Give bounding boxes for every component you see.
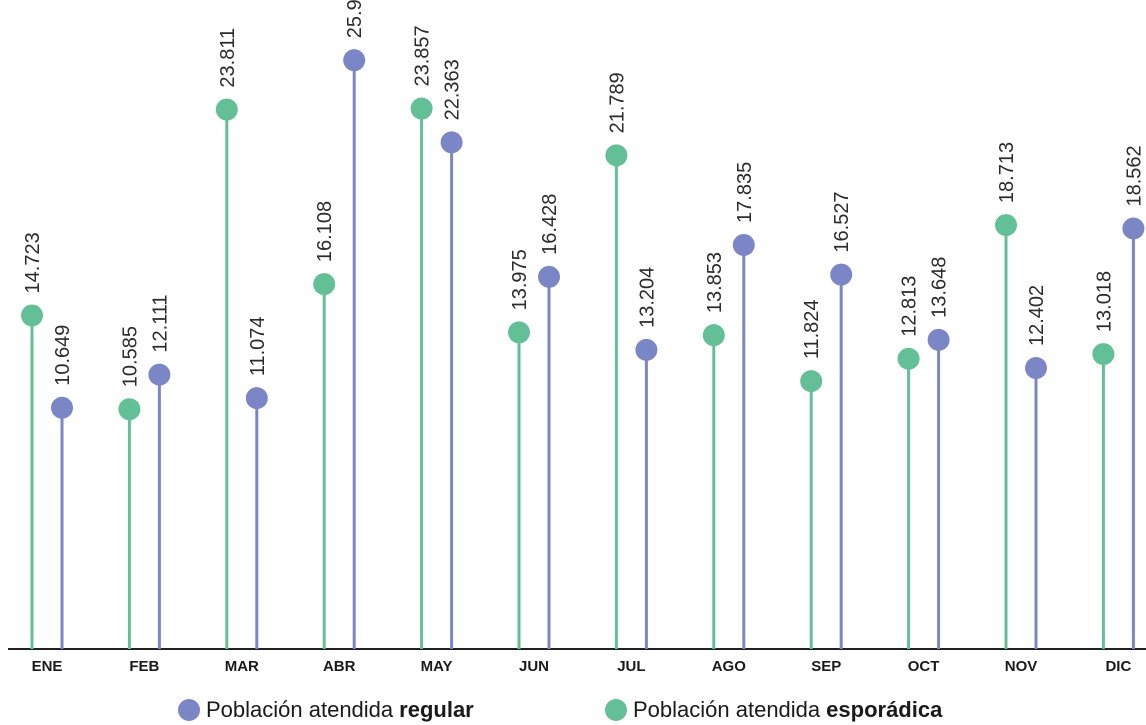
value-label-regular-ago: 17.835 xyxy=(734,162,756,223)
value-label-esporadica-oct: 12.813 xyxy=(899,276,921,337)
point-regular-feb xyxy=(148,363,171,386)
value-label-esporadica-ago: 13.853 xyxy=(704,252,726,313)
value-label-esporadica-jul: 21.789 xyxy=(606,72,628,133)
month-label-oct: OCT xyxy=(908,658,940,675)
point-regular-may xyxy=(440,131,463,154)
value-label-esporadica-feb: 10.585 xyxy=(119,326,141,387)
point-esporadica-nov xyxy=(995,214,1017,237)
point-regular-jun xyxy=(538,265,560,288)
value-label-regular-ene: 10.649 xyxy=(52,325,74,386)
month-label-ago: AGO xyxy=(712,658,747,675)
month-label-jul: JUL xyxy=(617,658,645,675)
point-regular-ene xyxy=(51,396,73,419)
value-label-regular-mar: 11.074 xyxy=(247,316,269,376)
point-regular-abr xyxy=(343,49,366,72)
point-esporadica-dic xyxy=(1092,343,1115,366)
value-label-regular-oct: 13.648 xyxy=(929,257,951,318)
month-label-may: MAY xyxy=(421,658,453,675)
month-label-feb: FEB xyxy=(129,658,159,675)
point-regular-mar xyxy=(245,387,268,410)
value-label-esporadica-may: 23.857 xyxy=(412,25,434,86)
legend-label-regular: Población atendida xyxy=(206,697,394,722)
legend-item-regular: Población atendida regular xyxy=(178,697,474,723)
point-regular-nov xyxy=(1025,357,1047,380)
point-esporadica-ene xyxy=(21,304,43,327)
point-esporadica-abr xyxy=(313,273,336,296)
legend-item-esporadica: Población atendida esporádica xyxy=(605,697,942,723)
value-label-regular-dic: 18.562 xyxy=(1123,145,1145,206)
value-label-esporadica-mar: 23.811 xyxy=(217,28,239,88)
lollipop-chart: 14.723 10.585 23.811 16.108 23.857 13.975 21.7… xyxy=(8,0,1146,675)
legend-swatch-esporadica xyxy=(605,699,627,721)
month-label-sep: SEP xyxy=(811,658,841,675)
value-label-regular-nov: 12.402 xyxy=(1026,285,1048,346)
point-esporadica-ago xyxy=(702,324,725,347)
value-label-esporadica-ene: 14.723 xyxy=(22,232,44,293)
point-esporadica-oct xyxy=(897,347,920,370)
point-regular-ago xyxy=(732,233,755,256)
value-label-regular-may: 22.363 xyxy=(442,59,464,120)
point-esporadica-jun xyxy=(508,321,530,344)
legend-swatch-regular xyxy=(178,699,200,721)
value-label-esporadica-nov: 18.713 xyxy=(996,142,1018,203)
point-esporadica-jul xyxy=(605,144,628,167)
legend: Población atendida regular Población ate… xyxy=(0,697,1146,725)
point-regular-dic xyxy=(1122,217,1145,240)
value-label-regular-jun: 16.428 xyxy=(539,194,561,255)
month-label-mar: MAR xyxy=(225,658,259,675)
point-esporadica-mar xyxy=(215,98,238,121)
value-label-regular-abr: 25.992 xyxy=(344,0,366,38)
value-label-regular-sep: 16.527 xyxy=(831,191,853,252)
value-label-esporadica-abr: 16.108 xyxy=(314,201,336,262)
value-label-esporadica-dic: 13.018 xyxy=(1093,271,1115,332)
month-label-dic: DIC xyxy=(1105,658,1131,675)
point-esporadica-feb xyxy=(118,398,141,421)
point-esporadica-may xyxy=(410,97,433,120)
month-label-nov: NOV xyxy=(1005,658,1038,675)
month-label-ene: ENE xyxy=(32,658,63,675)
month-label-jun: JUN xyxy=(519,658,549,675)
point-regular-jul xyxy=(635,338,658,361)
value-label-regular-jul: 13.204 xyxy=(636,267,658,328)
legend-label-esporadica: Población atendida xyxy=(633,697,821,722)
value-label-regular-feb: 12.111 xyxy=(149,294,171,352)
point-esporadica-sep xyxy=(800,370,823,393)
legend-label-regular-bold: regular xyxy=(399,697,474,722)
legend-label-esporadica-bold: esporádica xyxy=(826,697,943,722)
value-label-esporadica-sep: 11.824 xyxy=(801,299,823,359)
value-label-esporadica-jun: 13.975 xyxy=(509,249,531,310)
month-label-abr: ABR xyxy=(323,658,356,675)
point-regular-sep xyxy=(830,263,853,286)
point-regular-oct xyxy=(927,328,950,351)
